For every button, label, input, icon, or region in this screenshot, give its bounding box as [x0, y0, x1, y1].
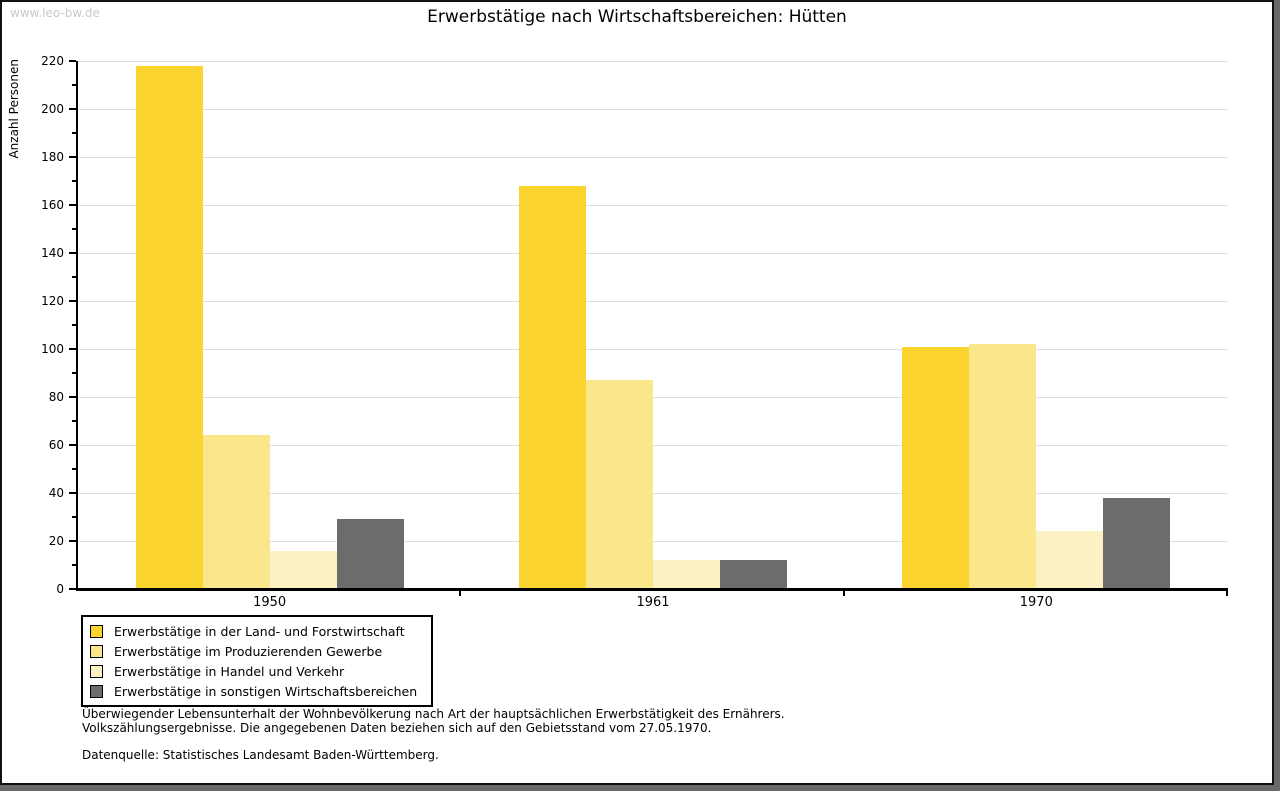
footnote: Überwiegender Lebensunterhalt der Wohnbe… — [82, 707, 785, 763]
chart-title: Erwerbstätige nach Wirtschaftsbereichen:… — [427, 7, 847, 27]
x-tick-label: 1961 — [636, 595, 670, 610]
y-tick-label: 60 — [48, 438, 64, 452]
legend-item: Erwerbstätige in Handel und Verkehr — [90, 661, 417, 681]
bar — [1103, 497, 1171, 589]
x-axis-tick — [842, 590, 845, 596]
y-tick-label: 100 — [41, 342, 64, 356]
x-axis-tick — [1226, 590, 1228, 596]
y-axis-tick — [69, 252, 76, 254]
legend-swatch — [90, 624, 103, 638]
y-tick-label: 80 — [48, 390, 64, 404]
gridline — [78, 541, 1228, 542]
footnote-line-2: Volkszählungsergebnisse. Die angegebenen… — [82, 720, 712, 735]
y-axis-tick — [69, 204, 76, 206]
y-tick-label: 120 — [41, 294, 64, 308]
y-axis-tick — [72, 564, 76, 566]
legend-swatch — [90, 644, 103, 658]
data-source: Datenquelle: Statistisches Landesamt Bad… — [82, 748, 439, 762]
gridline — [78, 205, 1228, 206]
gridline — [78, 493, 1228, 494]
gridline — [78, 301, 1228, 302]
y-axis-tick — [69, 540, 76, 542]
x-tick-label: 1950 — [253, 595, 287, 610]
gridline — [78, 397, 1228, 398]
y-axis-tick — [69, 108, 76, 110]
bar — [336, 519, 404, 589]
y-axis-tick — [69, 444, 76, 446]
y-axis-tick — [72, 276, 76, 278]
y-axis-tick — [72, 84, 76, 86]
y-tick-label: 20 — [48, 534, 64, 548]
gridline — [78, 109, 1228, 110]
gridline — [78, 253, 1228, 254]
y-tick-label: 200 — [41, 102, 64, 116]
y-tick-label: 220 — [41, 54, 64, 68]
y-axis-tick — [72, 516, 76, 518]
legend-label: Erwerbstätige in Handel und Verkehr — [114, 663, 345, 679]
y-axis-tick — [72, 372, 76, 374]
legend-swatch — [90, 664, 103, 678]
bar — [519, 185, 586, 589]
y-tick-label: 160 — [41, 198, 64, 212]
bar — [202, 435, 270, 589]
x-tick-label: 1970 — [1019, 595, 1053, 610]
gridline — [78, 445, 1228, 446]
plot-area: 1950 1961 1970 0 20 40 60 80 100 120 140 160 180 200 2… — [41, 54, 1228, 610]
legend-item: Erwerbstätige in sonstigen Wirtschaftsbe… — [90, 681, 417, 701]
y-axis-tick — [72, 228, 76, 230]
bar — [653, 560, 720, 589]
legend-item: Erwerbstätige im Produzierenden Gewerbe — [90, 641, 417, 661]
y-axis-tick — [69, 300, 76, 302]
legend-item: Erwerbstätige in der Land- und Forstwirt… — [90, 621, 417, 641]
y-axis-tick — [72, 324, 76, 326]
y-tick-label: 140 — [41, 246, 64, 260]
y-axis-tick — [72, 468, 76, 470]
legend-box: Erwerbstätige in der Land- und Forstwirt… — [81, 615, 434, 707]
bar — [269, 550, 337, 589]
x-axis-line — [76, 588, 1228, 591]
watermark: www.leo-bw.de — [10, 6, 100, 20]
bar — [135, 65, 203, 589]
y-tick-label: 40 — [48, 486, 64, 500]
x-axis-tick — [459, 590, 462, 596]
y-tick-label: 180 — [41, 150, 64, 164]
y-axis-tick — [72, 420, 76, 422]
y-tick-label: 0 — [56, 582, 64, 596]
gridline — [78, 157, 1228, 158]
bar — [720, 560, 787, 589]
legend-swatch — [90, 684, 103, 698]
bar — [1036, 531, 1104, 589]
bar — [902, 346, 970, 589]
gridline — [78, 61, 1228, 62]
footnote-line-1: Überwiegender Lebensunterhalt der Wohnbe… — [82, 707, 785, 721]
y-axis-tick — [69, 492, 76, 494]
legend-label: Erwerbstätige im Produzierenden Gewerbe — [114, 643, 383, 659]
y-axis-title: Anzahl Personen — [7, 59, 21, 159]
y-axis-line — [76, 61, 78, 589]
y-axis-tick — [72, 180, 76, 182]
bar — [586, 380, 653, 589]
y-axis-tick — [69, 588, 76, 590]
y-axis-tick — [69, 348, 76, 350]
bar — [969, 344, 1037, 589]
legend-label: Erwerbstätige in der Land- und Forstwirt… — [114, 623, 405, 639]
y-axis-tick — [69, 396, 76, 398]
y-axis-tick — [72, 132, 76, 134]
y-axis-tick — [69, 156, 76, 158]
legend-label: Erwerbstätige in sonstigen Wirtschaftsbe… — [114, 683, 418, 699]
y-axis-tick — [69, 60, 76, 62]
gridline — [78, 349, 1228, 350]
